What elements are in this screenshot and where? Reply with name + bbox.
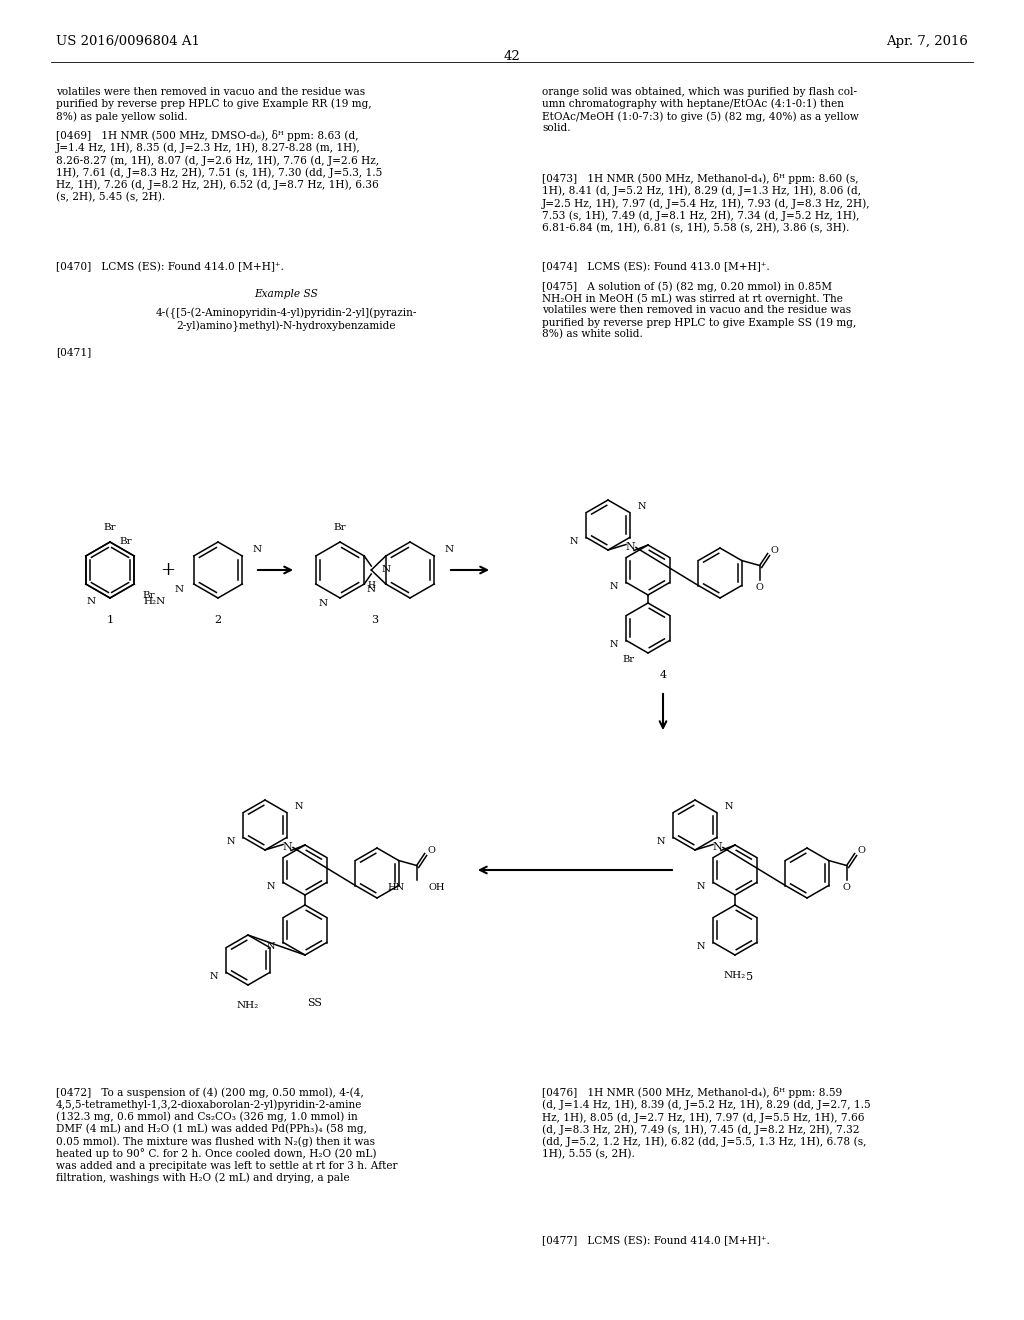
Text: HN: HN: [387, 883, 404, 892]
Text: 1: 1: [106, 615, 114, 624]
Text: [0474]   LCMS (ES): Found 413.0 [M+H]⁺.: [0474] LCMS (ES): Found 413.0 [M+H]⁺.: [542, 261, 770, 272]
Text: N: N: [227, 837, 236, 846]
Text: N: N: [625, 543, 635, 553]
Text: O: O: [756, 583, 764, 591]
Text: [0471]: [0471]: [56, 347, 91, 356]
Text: N: N: [283, 842, 292, 853]
Text: [0473]   1H NMR (500 MHz, Methanol-d₄), δᴴ ppm: 8.60 (s,
1H), 8.41 (d, J=5.2 Hz,: [0473] 1H NMR (500 MHz, Methanol-d₄), δᴴ…: [542, 173, 870, 232]
Text: N: N: [569, 537, 579, 546]
Text: NH₂: NH₂: [237, 1001, 259, 1010]
Text: N: N: [610, 582, 618, 591]
Text: Br: Br: [142, 591, 155, 601]
Text: O: O: [858, 846, 865, 855]
Text: N: N: [444, 545, 454, 554]
Text: H₂N: H₂N: [143, 598, 166, 606]
Text: O: O: [428, 846, 435, 855]
Text: N: N: [725, 803, 733, 810]
Text: 4: 4: [659, 671, 667, 680]
Text: NH₂: NH₂: [724, 970, 746, 979]
Text: Br: Br: [622, 655, 634, 664]
Text: N: N: [638, 502, 646, 511]
Text: [0477]   LCMS (ES): Found 414.0 [M+H]⁺.: [0477] LCMS (ES): Found 414.0 [M+H]⁺.: [542, 1236, 770, 1246]
Text: N: N: [656, 837, 666, 846]
Text: N: N: [697, 882, 706, 891]
Text: N: N: [267, 942, 275, 950]
Text: [0472]   To a suspension of (4) (200 mg, 0.50 mmol), 4-(4,
4,5,5-tetramethyl-1,3: [0472] To a suspension of (4) (200 mg, 0…: [56, 1086, 397, 1183]
Text: N: N: [367, 586, 376, 594]
Text: [0470]   LCMS (ES): Found 414.0 [M+H]⁺.: [0470] LCMS (ES): Found 414.0 [M+H]⁺.: [56, 261, 284, 272]
Text: orange solid was obtained, which was purified by flash col-
umn chromatography w: orange solid was obtained, which was pur…: [542, 87, 859, 133]
Text: [0475]   A solution of (5) (82 mg, 0.20 mmol) in 0.85M
NH₂OH in MeOH (5 mL) was : [0475] A solution of (5) (82 mg, 0.20 mm…: [542, 281, 856, 339]
Text: N: N: [87, 598, 96, 606]
Text: 2: 2: [214, 615, 221, 624]
Text: N: N: [295, 803, 303, 810]
Text: N: N: [712, 842, 722, 853]
Text: volatiles were then removed in vacuo and the residue was
purified by reverse pre: volatiles were then removed in vacuo and…: [56, 87, 372, 121]
Text: N: N: [175, 586, 183, 594]
Text: Br: Br: [103, 524, 117, 532]
Text: +: +: [161, 561, 175, 579]
Text: Br: Br: [120, 537, 132, 546]
Text: 5: 5: [746, 972, 754, 982]
Text: SS: SS: [307, 998, 323, 1008]
Text: 3: 3: [372, 615, 379, 624]
Text: O: O: [843, 883, 851, 892]
Text: N: N: [381, 565, 390, 574]
Text: OH: OH: [429, 883, 445, 892]
Text: 4-({[5-(2-Aminopyridin-4-yl)pyridin-2-yl](pyrazin-
2-yl)amino}methyl)-N-hydroxyb: 4-({[5-(2-Aminopyridin-4-yl)pyridin-2-yl…: [156, 308, 417, 333]
Text: US 2016/0096804 A1: US 2016/0096804 A1: [56, 36, 200, 48]
Text: [0476]   1H NMR (500 MHz, Methanol-d₄), δᴴ ppm: 8.59
(d, J=1.4 Hz, 1H), 8.39 (d,: [0476] 1H NMR (500 MHz, Methanol-d₄), δᴴ…: [542, 1086, 870, 1159]
Text: [0469]   1H NMR (500 MHz, DMSO-d₆), δᴴ ppm: 8.63 (d,
J=1.4 Hz, 1H), 8.35 (d, J=2: [0469] 1H NMR (500 MHz, DMSO-d₆), δᴴ ppm…: [56, 129, 382, 202]
Text: N: N: [252, 545, 261, 554]
Text: 42: 42: [504, 50, 520, 63]
Text: Example SS: Example SS: [254, 289, 317, 300]
Text: N: N: [318, 599, 328, 609]
Text: O: O: [771, 546, 778, 554]
Text: Apr. 7, 2016: Apr. 7, 2016: [886, 36, 968, 48]
Text: H: H: [368, 582, 375, 590]
Text: N: N: [697, 942, 706, 950]
Text: N: N: [210, 972, 218, 981]
Text: N: N: [267, 882, 275, 891]
Text: Br: Br: [334, 524, 346, 532]
Text: N: N: [610, 640, 618, 649]
